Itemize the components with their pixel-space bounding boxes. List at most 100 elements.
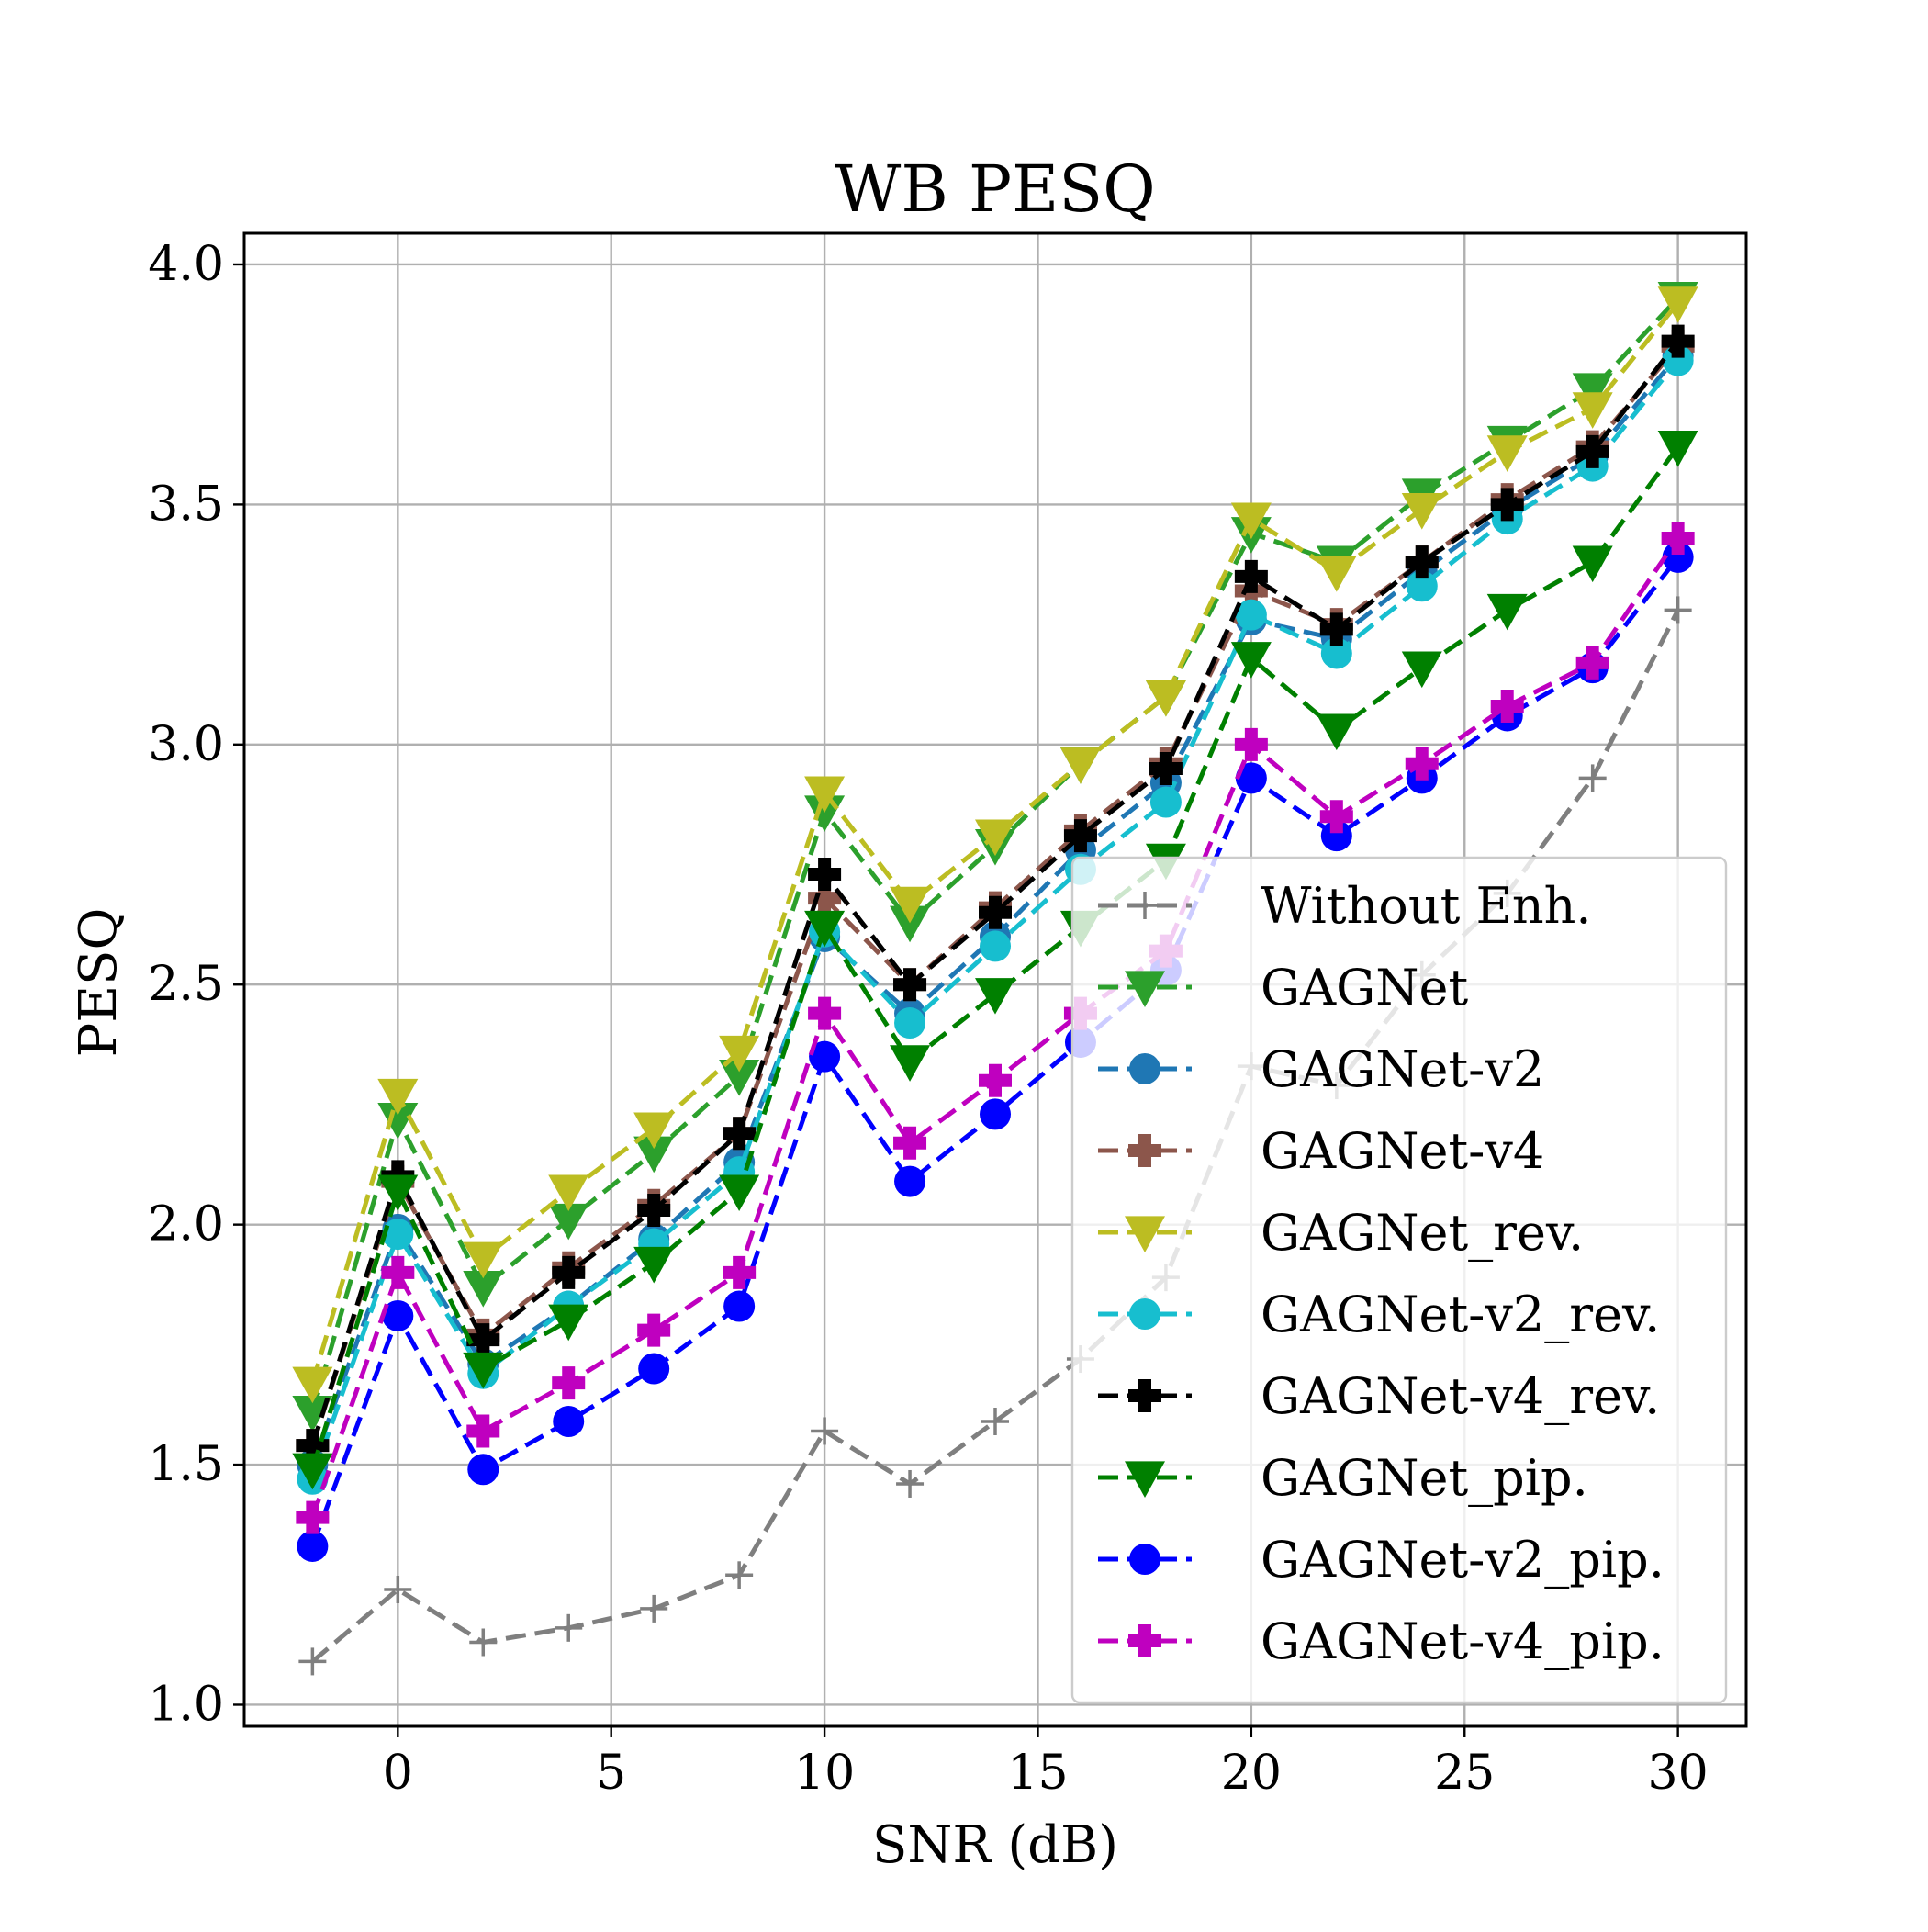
data-point [980, 930, 1011, 962]
data-point [1320, 637, 1352, 669]
data-point [296, 1500, 330, 1534]
legend-item: GAGNet-v4 [1098, 1122, 1544, 1180]
data-point [719, 1174, 760, 1212]
data-point [548, 1174, 589, 1212]
chart-title: WB PESQ [835, 152, 1155, 227]
data-point [1149, 786, 1182, 818]
data-point [382, 1219, 414, 1251]
data-point [553, 1406, 585, 1438]
data-point [1572, 373, 1613, 410]
data-point [552, 1255, 586, 1289]
data-point [469, 1628, 498, 1657]
legend-marker [1131, 892, 1159, 919]
data-point [1405, 747, 1439, 781]
legend-item: Without Enh. [1098, 877, 1592, 935]
data-point [1063, 819, 1097, 853]
data-point [893, 968, 927, 1002]
data-point [1316, 713, 1357, 751]
data-point [1575, 646, 1609, 680]
legend-label: GAGNet [1261, 959, 1468, 1017]
data-point [637, 1313, 671, 1347]
legend-item: GAGNet-v4_pip. [1098, 1612, 1665, 1670]
y-tick-label: 3.5 [148, 477, 224, 532]
legend-item: GAGNet-v2 [1098, 1040, 1544, 1098]
legend-marker [1129, 1053, 1160, 1084]
x-tick-label: 5 [596, 1746, 626, 1801]
series-line [309, 445, 1680, 1471]
data-point [809, 1040, 841, 1073]
data-point [377, 1174, 419, 1212]
data-point [297, 1530, 329, 1562]
data-point [1486, 435, 1528, 472]
data-point [1662, 344, 1694, 376]
data-point [463, 1241, 504, 1279]
data-point [1059, 747, 1101, 784]
data-point [719, 1059, 760, 1096]
legend: Without Enh. GAGNet GAGNet-v2 GAGNet-v4 GAGN… [1070, 856, 1728, 1704]
data-point [463, 1271, 504, 1308]
legend-label: GAGNet-v4_pip. [1261, 1612, 1665, 1670]
data-point [1578, 764, 1607, 792]
x-tick-label: 20 [1221, 1746, 1282, 1801]
series-4 [292, 286, 1698, 1404]
ticks: 0 5 10 15 20 25 30 1.0 1.5 2.0 2.5 3.0 3.5 4.0 [148, 237, 1708, 1801]
data-point [381, 1255, 415, 1289]
data-point [723, 1290, 756, 1322]
data-point [377, 1078, 419, 1116]
data-point [1572, 392, 1613, 429]
data-point [1234, 727, 1268, 761]
data-point [292, 1395, 333, 1432]
legend-marker [1128, 1379, 1161, 1412]
series-8 [297, 541, 1694, 1562]
legend-label: Without Enh. [1261, 877, 1592, 935]
data-point [979, 895, 1012, 929]
series-9 [296, 521, 1695, 1534]
data-point [975, 819, 1015, 857]
data-point [981, 1408, 1009, 1436]
x-tick-label: 25 [1434, 1746, 1495, 1801]
y-tick-label: 1.0 [148, 1677, 224, 1732]
data-point [1406, 570, 1438, 602]
data-point [638, 1353, 670, 1385]
data-point [894, 1165, 926, 1197]
data-point [555, 1613, 583, 1642]
data-point [1664, 596, 1692, 624]
data-point [896, 1469, 925, 1498]
legend-marker [1125, 1461, 1165, 1498]
y-tick-label: 2.5 [148, 957, 224, 1012]
data-point [975, 978, 1015, 1015]
data-point [637, 1193, 671, 1227]
data-point [633, 1246, 675, 1284]
data-point [1316, 555, 1357, 592]
legend-label: GAGNet_pip. [1261, 1449, 1588, 1507]
data-point [1230, 502, 1272, 540]
legend-label: GAGNet-v4 [1261, 1122, 1544, 1180]
data-point [1662, 541, 1694, 573]
data-point [552, 1366, 586, 1400]
data-point [1319, 800, 1353, 834]
data-point [804, 910, 846, 948]
data-point [1401, 651, 1442, 689]
legend-item: GAGNet-v2_rev. [1098, 1286, 1660, 1343]
y-tick-label: 3.0 [148, 717, 224, 772]
data-point [1486, 593, 1528, 631]
x-tick-label: 15 [1007, 1746, 1068, 1801]
data-point [890, 905, 931, 943]
data-point [640, 1594, 668, 1623]
data-point [808, 996, 842, 1030]
data-point [804, 776, 846, 814]
x-axis-label: SNR (dB) [872, 1815, 1118, 1875]
data-point [890, 886, 931, 924]
data-point [548, 1304, 589, 1342]
legend-item: GAGNet_rev. [1098, 1204, 1584, 1262]
data-point [1235, 599, 1267, 631]
y-axis-label: PESQ [69, 908, 129, 1058]
y-tick-label: 1.5 [148, 1437, 224, 1492]
data-point [1490, 488, 1524, 522]
data-point [1572, 545, 1613, 583]
data-point [467, 1454, 499, 1486]
legend-label: GAGNet-v2_rev. [1261, 1286, 1660, 1343]
data-point [298, 1647, 327, 1676]
data-point [1661, 521, 1695, 555]
data-point [890, 1045, 931, 1082]
